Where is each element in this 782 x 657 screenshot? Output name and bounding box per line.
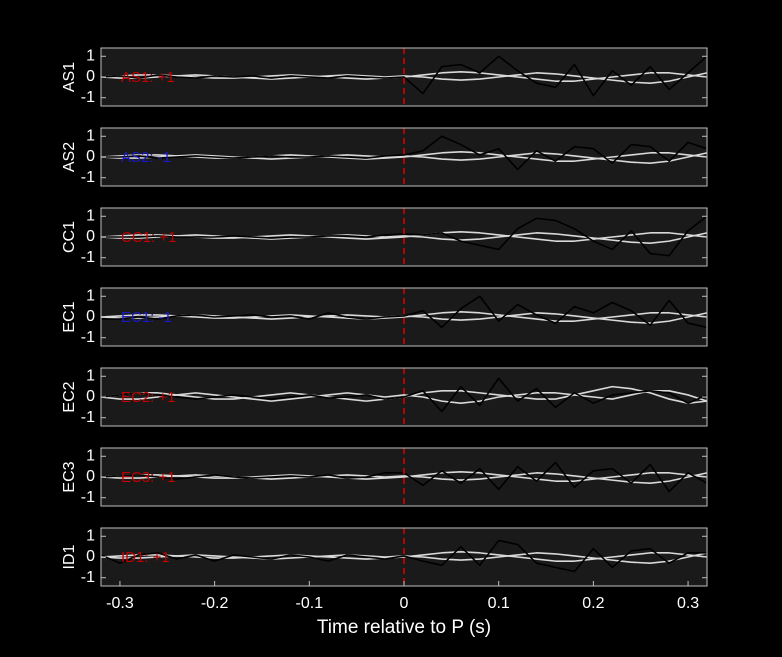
y-axis-label: EC2 [61, 381, 78, 412]
trace [100, 232, 708, 245]
y-tick-label: 1 [86, 368, 95, 385]
x-tick-label: 0.1 [488, 595, 510, 612]
y-tick-label: -1 [81, 89, 95, 106]
station-annotation: AS2: -1 [121, 149, 171, 166]
y-tick-label: -1 [81, 169, 95, 186]
y-tick-label: -1 [81, 329, 95, 346]
y-axis-label: ID1 [61, 544, 78, 569]
trace [101, 135, 708, 171]
y-tick-label: 1 [86, 448, 95, 465]
y-tick-label: 1 [86, 48, 95, 65]
y-axis-label: AS2 [61, 142, 78, 172]
y-tick-label: 1 [86, 208, 95, 225]
y-tick-label: 1 [86, 288, 95, 305]
y-tick-label: 0 [86, 548, 95, 565]
y-tick-label: -1 [81, 249, 95, 266]
y-axis-label: AS1 [61, 62, 78, 92]
y-tick-label: 0 [86, 228, 95, 245]
x-tick-label: 0 [400, 595, 409, 612]
trace [101, 295, 708, 329]
y-tick-label: -1 [81, 489, 95, 506]
trace [100, 471, 708, 482]
x-tick-label: 0.3 [677, 595, 699, 612]
station-annotation: AS1: +1 [121, 69, 175, 86]
trace [100, 472, 708, 485]
trace [100, 152, 708, 165]
station-annotation: EC3: +1 [121, 469, 176, 486]
trace [100, 539, 707, 573]
station-annotation: CC1: +1 [121, 229, 176, 246]
station-annotation: ID1: +1 [121, 549, 170, 566]
y-tick-label: -1 [81, 569, 95, 586]
y-axis-label: EC1 [61, 301, 78, 332]
y-tick-label: 0 [86, 148, 95, 165]
station-annotation: EC2: +1 [121, 389, 176, 406]
y-axis-label: EC3 [61, 461, 78, 492]
trace [100, 377, 708, 413]
x-tick-label: -0.1 [296, 595, 324, 612]
y-axis-label: CC1 [61, 221, 78, 253]
x-tick-label: 0.2 [582, 595, 604, 612]
trace [100, 311, 708, 322]
x-tick-label: -0.3 [106, 595, 134, 612]
y-tick-label: 0 [86, 308, 95, 325]
x-axis-label: Time relative to P (s) [317, 617, 491, 638]
y-tick-label: -1 [81, 409, 95, 426]
y-tick-label: 0 [86, 68, 95, 85]
station-annotation: EC1: -1 [121, 309, 172, 326]
y-tick-label: 1 [86, 128, 95, 145]
y-tick-label: 1 [86, 528, 95, 545]
x-tick-label: -0.2 [201, 595, 229, 612]
trace [100, 55, 708, 97]
y-tick-label: 0 [86, 468, 95, 485]
y-tick-label: 0 [86, 388, 95, 405]
